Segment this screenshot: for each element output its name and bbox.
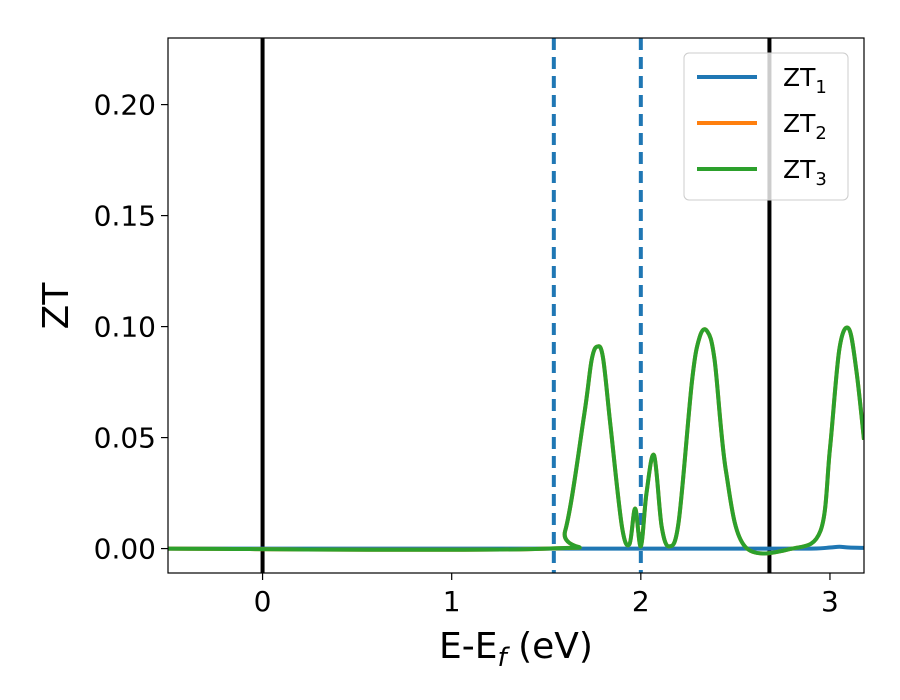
- y-tick-label: 0.05: [94, 422, 156, 455]
- x-tick-label: 0: [254, 585, 272, 618]
- y-axis-ticks: 0.00 0.05 0.10 0.15 0.20: [94, 89, 168, 566]
- y-tick-label: 0.20: [94, 89, 156, 122]
- legend-label-zt1: ZT1: [783, 63, 827, 98]
- y-tick-label: 0.10: [94, 311, 156, 344]
- series-line-zt3: [168, 325, 864, 556]
- x-axis-title: E-Ef (eV): [439, 626, 593, 673]
- plot-frame: [167, 37, 865, 574]
- legend: ZT1 ZT2 ZT3: [683, 52, 849, 201]
- y-tick-label: 0.15: [94, 200, 156, 233]
- x-tick-label: 3: [821, 585, 839, 618]
- series-lines: [168, 325, 864, 556]
- legend-label-zt3: ZT3: [783, 155, 827, 190]
- legend-box: [683, 52, 849, 201]
- legend-label-zt2: ZT2: [783, 109, 827, 144]
- y-tick-label: 0.00: [94, 533, 156, 566]
- y-axis-title: ZT: [36, 282, 77, 330]
- x-tick-label: 1: [443, 585, 461, 618]
- x-tick-label: 2: [632, 585, 650, 618]
- x-axis-ticks: 0 1 2 3: [254, 573, 839, 618]
